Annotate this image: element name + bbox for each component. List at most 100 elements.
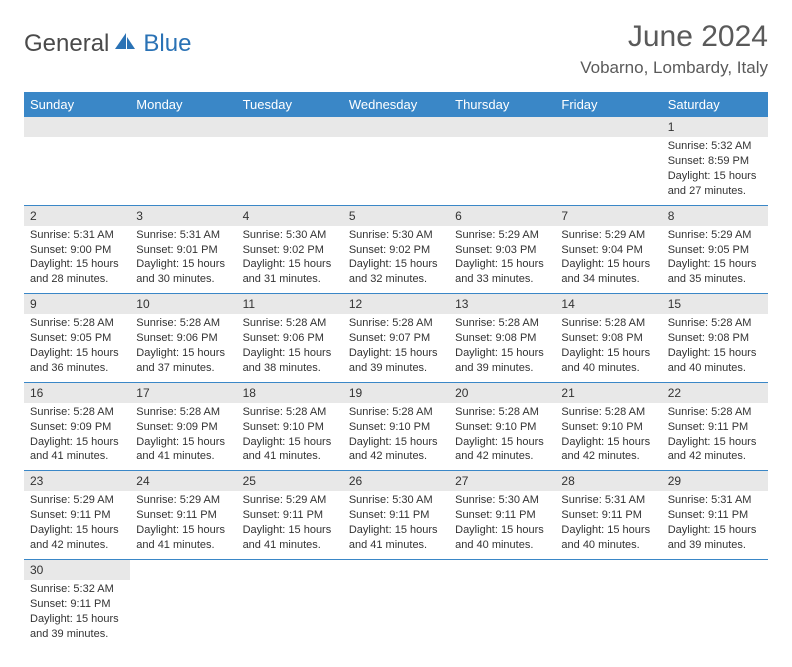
- day-detail-cell: [555, 137, 661, 205]
- detail-row: Sunrise: 5:32 AMSunset: 9:11 PMDaylight:…: [24, 580, 768, 647]
- day-detail-cell: [449, 580, 555, 647]
- day-number-cell: 17: [130, 382, 236, 403]
- day-detail-cell: Sunrise: 5:29 AMSunset: 9:05 PMDaylight:…: [662, 226, 768, 294]
- sunset-line: Sunset: 9:11 PM: [30, 508, 124, 523]
- sunset-line: Sunset: 9:01 PM: [136, 243, 230, 258]
- day-detail-cell: Sunrise: 5:29 AMSunset: 9:04 PMDaylight:…: [555, 226, 661, 294]
- daynum-row: 9101112131415: [24, 294, 768, 315]
- calendar-table: Sunday Monday Tuesday Wednesday Thursday…: [24, 92, 768, 647]
- day-number-cell: 6: [449, 205, 555, 226]
- sunrise-line: Sunrise: 5:30 AM: [349, 493, 443, 508]
- day-number-cell: [555, 117, 661, 137]
- weekday-header: Saturday: [662, 92, 768, 117]
- day-number-cell: 27: [449, 471, 555, 492]
- location: Vobarno, Lombardy, Italy: [580, 58, 768, 78]
- day-number-cell: 13: [449, 294, 555, 315]
- day-detail-cell: Sunrise: 5:28 AMSunset: 9:09 PMDaylight:…: [24, 403, 130, 471]
- daynum-row: 30: [24, 559, 768, 580]
- day-detail-cell: Sunrise: 5:29 AMSunset: 9:11 PMDaylight:…: [130, 491, 236, 559]
- sunrise-line: Sunrise: 5:28 AM: [668, 405, 762, 420]
- weekday-header: Wednesday: [343, 92, 449, 117]
- sunset-line: Sunset: 9:06 PM: [243, 331, 337, 346]
- daylight-line: Daylight: 15 hours and 39 minutes.: [668, 523, 762, 553]
- sunrise-line: Sunrise: 5:32 AM: [30, 582, 124, 597]
- weekday-header: Monday: [130, 92, 236, 117]
- sunrise-line: Sunrise: 5:28 AM: [561, 316, 655, 331]
- page: GeneralBlue June 2024 Vobarno, Lombardy,…: [0, 0, 792, 667]
- day-number-cell: 28: [555, 471, 661, 492]
- day-detail-cell: [237, 580, 343, 647]
- sunset-line: Sunset: 9:02 PM: [243, 243, 337, 258]
- sunrise-line: Sunrise: 5:29 AM: [668, 228, 762, 243]
- sunset-line: Sunset: 9:11 PM: [30, 597, 124, 612]
- detail-row: Sunrise: 5:32 AMSunset: 8:59 PMDaylight:…: [24, 137, 768, 205]
- day-detail-cell: Sunrise: 5:31 AMSunset: 9:11 PMDaylight:…: [662, 491, 768, 559]
- detail-row: Sunrise: 5:29 AMSunset: 9:11 PMDaylight:…: [24, 491, 768, 559]
- day-detail-cell: Sunrise: 5:32 AMSunset: 8:59 PMDaylight:…: [662, 137, 768, 205]
- day-number-cell: 18: [237, 382, 343, 403]
- daylight-line: Daylight: 15 hours and 41 minutes.: [349, 523, 443, 553]
- day-number-cell: 14: [555, 294, 661, 315]
- sunset-line: Sunset: 9:06 PM: [136, 331, 230, 346]
- daylight-line: Daylight: 15 hours and 39 minutes.: [455, 346, 549, 376]
- day-number-cell: 7: [555, 205, 661, 226]
- sunset-line: Sunset: 9:05 PM: [668, 243, 762, 258]
- weekday-header: Friday: [555, 92, 661, 117]
- day-detail-cell: Sunrise: 5:28 AMSunset: 9:10 PMDaylight:…: [555, 403, 661, 471]
- sunset-line: Sunset: 9:02 PM: [349, 243, 443, 258]
- day-detail-cell: Sunrise: 5:29 AMSunset: 9:11 PMDaylight:…: [24, 491, 130, 559]
- logo: GeneralBlue: [24, 20, 191, 58]
- daylight-line: Daylight: 15 hours and 30 minutes.: [136, 257, 230, 287]
- sunrise-line: Sunrise: 5:29 AM: [561, 228, 655, 243]
- sunrise-line: Sunrise: 5:28 AM: [30, 405, 124, 420]
- sunrise-line: Sunrise: 5:30 AM: [455, 493, 549, 508]
- day-detail-cell: [24, 137, 130, 205]
- sunrise-line: Sunrise: 5:28 AM: [136, 316, 230, 331]
- daylight-line: Daylight: 15 hours and 41 minutes.: [136, 523, 230, 553]
- day-number-cell: [130, 559, 236, 580]
- daylight-line: Daylight: 15 hours and 41 minutes.: [136, 435, 230, 465]
- sunrise-line: Sunrise: 5:28 AM: [243, 405, 337, 420]
- day-detail-cell: Sunrise: 5:28 AMSunset: 9:08 PMDaylight:…: [449, 314, 555, 382]
- day-detail-cell: Sunrise: 5:28 AMSunset: 9:10 PMDaylight:…: [449, 403, 555, 471]
- sunset-line: Sunset: 9:11 PM: [349, 508, 443, 523]
- sunset-line: Sunset: 9:10 PM: [561, 420, 655, 435]
- day-number-cell: 19: [343, 382, 449, 403]
- sunrise-line: Sunrise: 5:28 AM: [455, 316, 549, 331]
- day-number-cell: 21: [555, 382, 661, 403]
- day-number-cell: 10: [130, 294, 236, 315]
- daynum-row: 1: [24, 117, 768, 137]
- month-title: June 2024: [580, 20, 768, 54]
- daylight-line: Daylight: 15 hours and 39 minutes.: [30, 612, 124, 642]
- sunset-line: Sunset: 9:10 PM: [243, 420, 337, 435]
- day-number-cell: [237, 117, 343, 137]
- sunset-line: Sunset: 9:11 PM: [243, 508, 337, 523]
- sunrise-line: Sunrise: 5:28 AM: [561, 405, 655, 420]
- sunset-line: Sunset: 9:00 PM: [30, 243, 124, 258]
- day-detail-cell: [130, 580, 236, 647]
- detail-row: Sunrise: 5:28 AMSunset: 9:05 PMDaylight:…: [24, 314, 768, 382]
- sunset-line: Sunset: 9:08 PM: [561, 331, 655, 346]
- sunrise-line: Sunrise: 5:29 AM: [30, 493, 124, 508]
- daylight-line: Daylight: 15 hours and 33 minutes.: [455, 257, 549, 287]
- daylight-line: Daylight: 15 hours and 37 minutes.: [136, 346, 230, 376]
- daylight-line: Daylight: 15 hours and 27 minutes.: [668, 169, 762, 199]
- day-detail-cell: Sunrise: 5:28 AMSunset: 9:08 PMDaylight:…: [662, 314, 768, 382]
- sunset-line: Sunset: 9:11 PM: [136, 508, 230, 523]
- day-number-cell: 2: [24, 205, 130, 226]
- day-number-cell: 3: [130, 205, 236, 226]
- day-detail-cell: Sunrise: 5:28 AMSunset: 9:06 PMDaylight:…: [237, 314, 343, 382]
- day-detail-cell: Sunrise: 5:28 AMSunset: 9:10 PMDaylight:…: [237, 403, 343, 471]
- day-detail-cell: [555, 580, 661, 647]
- day-number-cell: [662, 559, 768, 580]
- sunrise-line: Sunrise: 5:31 AM: [561, 493, 655, 508]
- sunset-line: Sunset: 9:08 PM: [455, 331, 549, 346]
- sunrise-line: Sunrise: 5:28 AM: [349, 405, 443, 420]
- day-detail-cell: Sunrise: 5:31 AMSunset: 9:01 PMDaylight:…: [130, 226, 236, 294]
- day-detail-cell: Sunrise: 5:31 AMSunset: 9:00 PMDaylight:…: [24, 226, 130, 294]
- day-detail-cell: [237, 137, 343, 205]
- sunrise-line: Sunrise: 5:30 AM: [349, 228, 443, 243]
- day-number-cell: 26: [343, 471, 449, 492]
- brand-part2: Blue: [143, 30, 191, 58]
- day-detail-cell: [130, 137, 236, 205]
